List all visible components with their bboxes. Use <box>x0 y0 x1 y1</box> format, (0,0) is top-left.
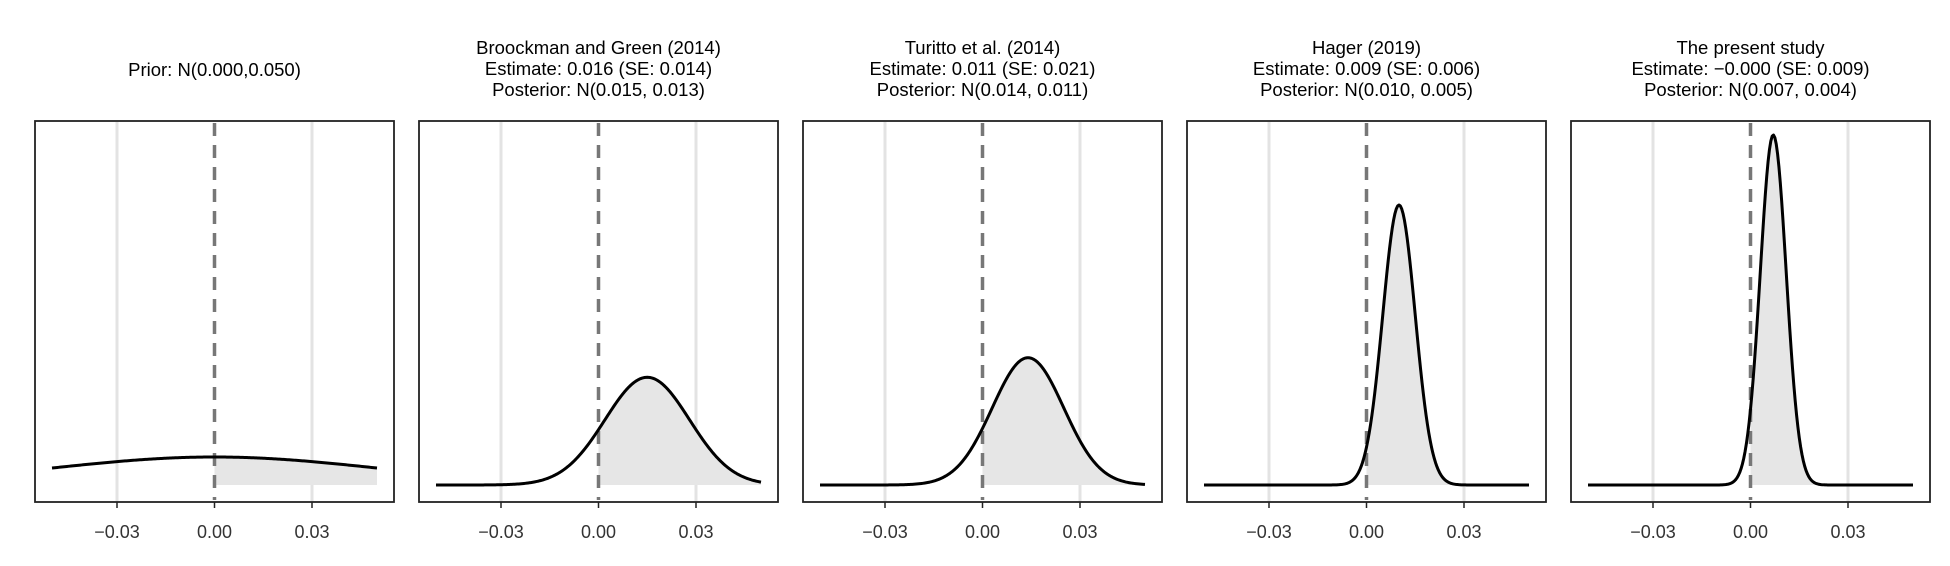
x-tick-label: 0.03 <box>294 522 329 542</box>
panel-title: The present study Estimate: −0.000 (SE: 0… <box>1571 37 1930 100</box>
panel-title-line: Broockman and Green (2014) <box>476 37 721 58</box>
x-tick-label: 0.03 <box>1830 522 1865 542</box>
panel-title-line: Estimate: 0.009 (SE: 0.006) <box>1252 58 1481 79</box>
panel-title-line: Estimate: −0.000 (SE: 0.009) <box>1631 58 1870 79</box>
panel-title: Prior: N(0.000,0.050) <box>35 59 394 80</box>
panel-5: −0.03 0.00 0.03 <box>1570 120 1931 542</box>
shaded-area <box>1366 205 1529 485</box>
panel-3: −0.03 0.00 0.03 <box>802 120 1163 542</box>
panel-title-line: Posterior: N(0.010, 0.005) <box>1260 79 1473 100</box>
panel-title-line: Hager (2019) <box>1311 37 1421 58</box>
panel-title-line: The present study <box>1676 37 1825 58</box>
panel-title-line: Estimate: 0.016 (SE: 0.014) <box>484 58 713 79</box>
shaded-area <box>982 357 1145 485</box>
x-tick-label: 0.00 <box>1733 522 1768 542</box>
panel-title-line: Estimate: 0.011 (SE: 0.021) <box>869 58 1096 79</box>
shaded-area <box>1750 135 1913 485</box>
x-tick-label: 0.00 <box>581 522 616 542</box>
x-tick-label: 0.03 <box>678 522 713 542</box>
panel-title-line: Posterior: N(0.007, 0.004) <box>1644 79 1857 100</box>
panel-1: −0.03 0.00 0.03 <box>34 120 395 542</box>
panel-title-line: Prior: N(0.000,0.050) <box>128 59 301 80</box>
panel-title: Turitto et al. (2014) Estimate: 0.011 (SE… <box>803 37 1162 100</box>
panel-4: −0.03 0.00 0.03 <box>1186 120 1547 542</box>
x-tick-label: 0.00 <box>965 522 1000 542</box>
shaded-area <box>598 377 761 485</box>
density-curve <box>1203 203 1530 487</box>
x-tick-label: 0.03 <box>1062 522 1097 542</box>
x-tick-label: −0.03 <box>862 522 908 542</box>
x-tick-label: −0.03 <box>478 522 524 542</box>
panel-title-line: Posterior: N(0.014, 0.011) <box>876 79 1089 100</box>
density-curve <box>51 455 378 470</box>
panel-title-line: Posterior: N(0.015, 0.013) <box>492 79 705 100</box>
x-tick-label: −0.03 <box>1630 522 1676 542</box>
panel-title-line: Turitto et al. (2014) <box>904 37 1061 58</box>
density-curve <box>435 375 762 487</box>
x-tick-label: −0.03 <box>94 522 140 542</box>
panel-title: Hager (2019) Estimate: 0.009 (SE: 0.006) P… <box>1187 37 1546 100</box>
density-curve <box>1587 133 1914 487</box>
x-tick-label: −0.03 <box>1246 522 1292 542</box>
x-tick-label: 0.00 <box>1349 522 1384 542</box>
x-tick-label: 0.00 <box>197 522 232 542</box>
density-curve <box>819 356 1146 487</box>
panel-title: Broockman and Green (2014) Estimate: 0.01… <box>419 37 778 100</box>
x-tick-label: 0.03 <box>1446 522 1481 542</box>
panel-2: −0.03 0.00 0.03 <box>418 120 779 542</box>
